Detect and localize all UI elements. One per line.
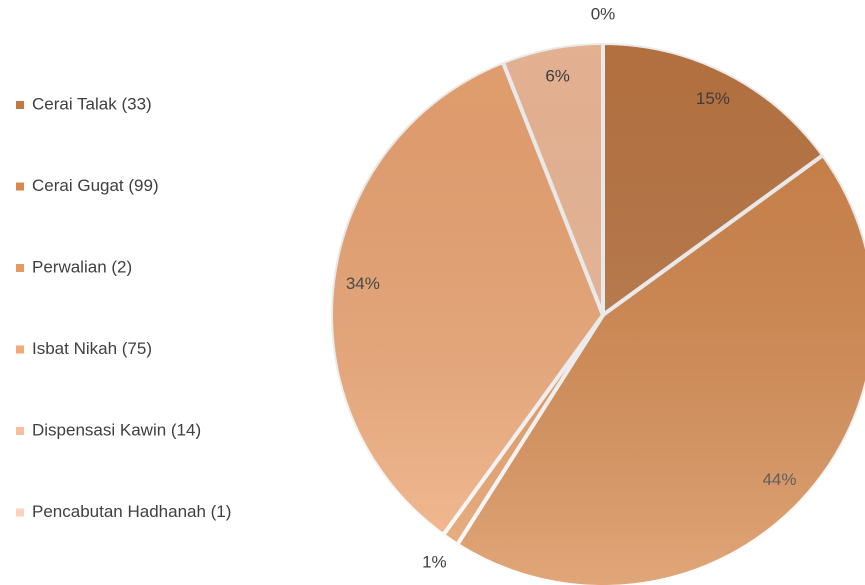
legend-label: Cerai Talak (33) [32,94,152,113]
legend-swatch [16,101,24,109]
legend-label: Perwalian (2) [32,257,132,276]
legend-label: Isbat Nikah (75) [32,339,152,358]
data-label: 0% [591,4,616,23]
legend-swatch [16,182,24,191]
legend-swatch [16,508,24,517]
legend-swatch [16,345,24,354]
legend-label: Dispensasi Kawin (14) [32,420,201,439]
data-label: 44% [762,470,796,489]
legend-swatch [16,427,24,435]
data-label: 34% [346,274,380,293]
data-label: 1% [422,553,447,572]
legend-swatch [16,264,24,272]
legend-label: Cerai Gugat (99) [32,176,159,195]
data-label: 6% [545,67,570,86]
legend-label: Pencabutan Hadhanah (1) [32,502,231,521]
data-label: 15% [696,89,730,108]
